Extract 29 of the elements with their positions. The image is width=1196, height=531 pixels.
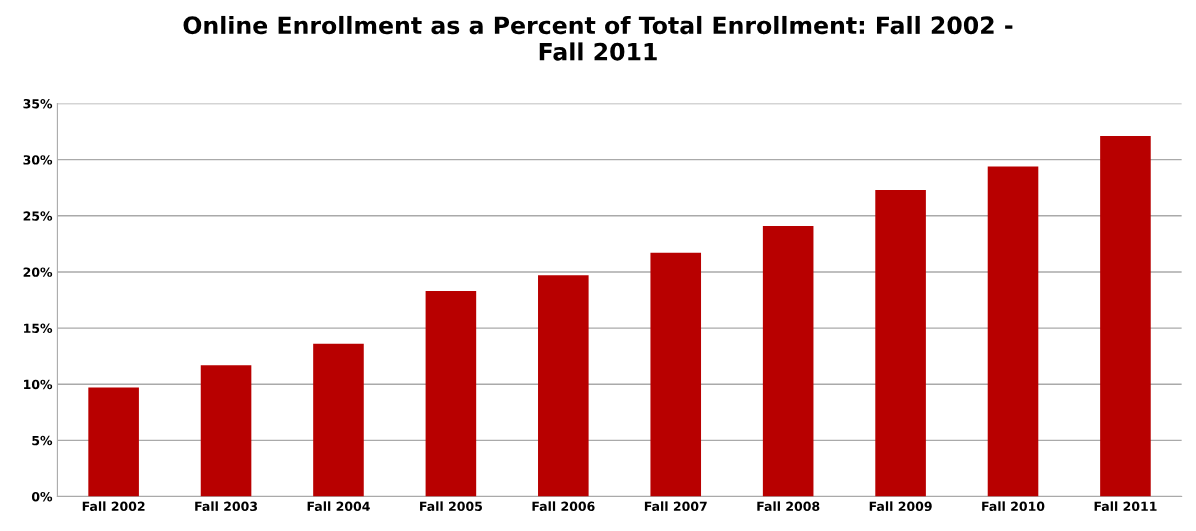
y-tick-label: 25% (23, 211, 53, 221)
y-tick-label: 0% (31, 491, 53, 502)
chart-title: Online Enrollment as a Percent of Total Enrollment: Fall 2002 - Fall 2011 (183, 15, 1013, 61)
x-tick-label: Fall 2008 (757, 501, 820, 512)
x-tick-label: Fall 2011 (1094, 501, 1157, 512)
y-tick-label: 15% (24, 323, 53, 334)
bar (200, 365, 252, 497)
x-tick-label: Fall 2002 (82, 501, 145, 512)
y-tick-label: 35% (23, 99, 53, 109)
x-tick-label: Fall 2007 (644, 501, 707, 512)
bar (538, 275, 589, 497)
x-tick-label: Fall 2006 (532, 501, 595, 512)
bar (987, 166, 1039, 497)
x-tick-label: Fall 2004 (307, 501, 370, 512)
x-tick-label: Fall 2003 (195, 501, 258, 512)
x-tick-label: Fall 2005 (420, 501, 482, 512)
y-tick-label: 30% (23, 155, 53, 165)
y-tick-label: 20% (23, 267, 53, 277)
bar (88, 387, 139, 497)
x-tick-label: Fall 2009 (869, 501, 932, 512)
bar (1100, 136, 1151, 497)
bar (425, 291, 477, 497)
x-tick-label: Fall 2010 (982, 501, 1045, 512)
bar (650, 252, 702, 497)
bar (762, 225, 814, 497)
y-tick-label: 10% (24, 379, 53, 390)
bar (313, 343, 364, 497)
y-tick-label: 5% (32, 435, 53, 446)
bar (875, 189, 926, 497)
